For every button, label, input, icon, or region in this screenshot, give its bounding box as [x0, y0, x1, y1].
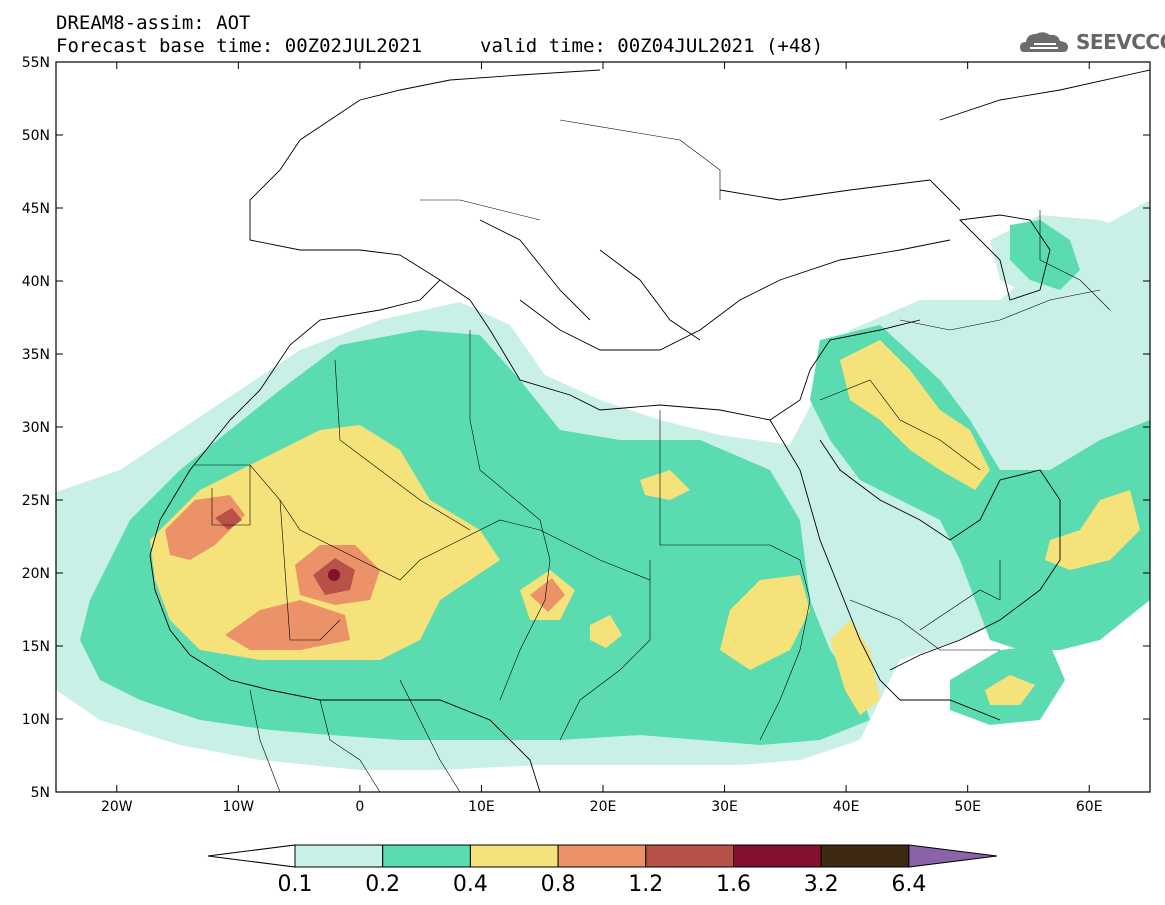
lon-tick-label: 60E: [1076, 799, 1103, 815]
colorbar-label: 1.2: [628, 872, 663, 897]
lat-tick-label: 35N: [22, 347, 50, 363]
lon-tick-label: 20E: [590, 799, 617, 815]
colorbar-label: 0.4: [453, 872, 488, 897]
forecast-base-time: Forecast base time: 00Z02JUL2021: [56, 35, 423, 57]
lat-tick-label: 20N: [22, 566, 50, 582]
lat-axis: 55N 50N 45N 40N 35N 30N 25N 20N 15N 10N 5N: [22, 55, 1150, 801]
colorbar-label: 3.2: [804, 872, 839, 897]
country-borders: [195, 119, 1111, 792]
lat-tick-label: 25N: [22, 493, 50, 509]
lat-tick-label: 45N: [22, 201, 50, 217]
colorbar-label: 0.2: [365, 872, 400, 897]
lat-tick-label: 30N: [22, 420, 50, 436]
lon-axis: 20W 10W 0 10E 20E 30E 40E 50E 60E: [101, 62, 1103, 815]
colorbar-swatch: [645, 844, 734, 868]
cloud-logo-icon: [1020, 32, 1068, 52]
lat-tick-label: 15N: [22, 639, 50, 655]
colorbar-above-arrow: [908, 844, 997, 868]
map-title: DREAM8-assim: AOT: [56, 12, 251, 34]
colorbar-swatch: [382, 844, 471, 868]
lon-tick-label: 0: [355, 799, 364, 815]
colorbar-below-arrow: [207, 844, 296, 868]
lon-tick-label: 40E: [833, 799, 860, 815]
lon-tick-label: 30E: [711, 799, 738, 815]
aot-shading: [56, 200, 1150, 770]
colorbar-swatch: [820, 844, 910, 868]
aot-level-0.4: [150, 340, 1140, 715]
coastlines: [149, 69, 1150, 792]
lat-tick-label: 10N: [22, 712, 50, 728]
colorbar-label: 6.4: [891, 872, 926, 897]
colorbar-label: 0.8: [541, 872, 576, 897]
colorbar-label: 1.6: [716, 872, 751, 897]
lon-tick-label: 10W: [222, 799, 254, 815]
colorbar-swatch: [557, 844, 647, 868]
lon-tick-label: 50E: [954, 799, 981, 815]
lat-tick-label: 55N: [22, 55, 50, 71]
valid-time: valid time: 00Z04JUL2021 (+48): [480, 35, 824, 57]
colorbar-swatch: [733, 844, 822, 868]
lat-tick-label: 40N: [22, 274, 50, 290]
colorbar-swatch: [469, 844, 559, 868]
logo-text: SEEVCCC: [1076, 30, 1165, 54]
aot-level-1.6: [328, 569, 340, 581]
aot-level-0.8: [165, 495, 565, 650]
colorbar: 0.1 0.2 0.4 0.8 1.2 1.6 3.2 6.4: [207, 844, 997, 897]
lat-tick-label: 50N: [22, 128, 50, 144]
lon-tick-label: 20W: [101, 799, 133, 815]
colorbar-swatch: [294, 844, 384, 868]
lat-tick-label: 5N: [31, 785, 50, 801]
lon-tick-label: 10E: [468, 799, 495, 815]
colorbar-label: 0.1: [278, 872, 313, 897]
